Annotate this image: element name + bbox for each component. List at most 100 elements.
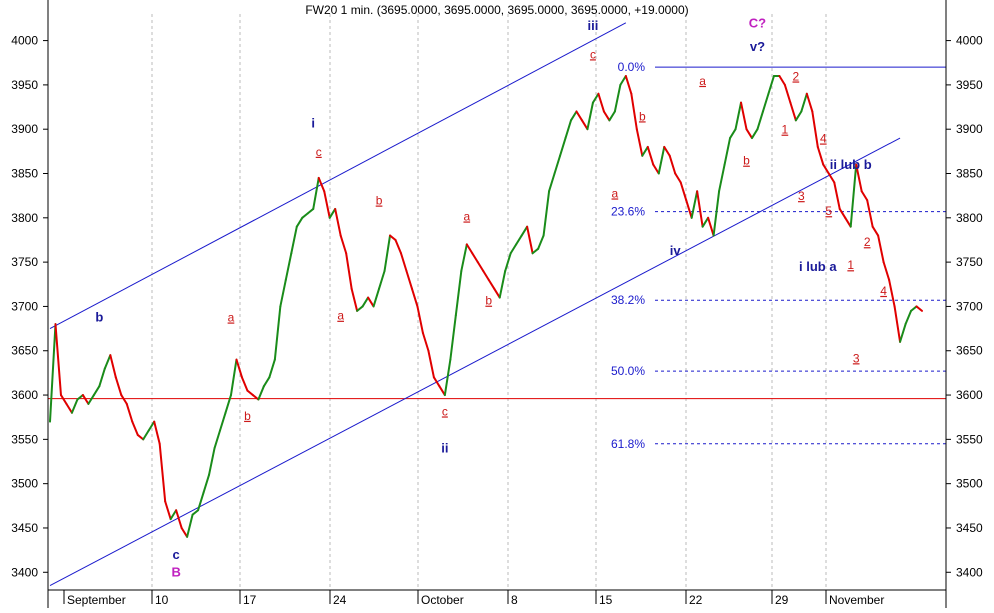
channel-line-0	[49, 22, 627, 330]
y-tick-label-right-0: 3400	[956, 565, 983, 579]
price-segment-21	[158, 442, 167, 503]
price-segment-8	[87, 394, 95, 405]
y-tick-label-right-9: 3850	[956, 167, 983, 181]
price-segment-157	[904, 309, 913, 326]
price-segment-122	[712, 190, 721, 237]
y-tick-label-left-7: 3750	[11, 255, 38, 269]
price-segment-135	[783, 83, 792, 104]
chart-title: FW20 1 min. (3695.0000, 3695.0000, 3695.…	[305, 3, 688, 17]
y-tick-label-left-12: 4000	[11, 34, 38, 48]
price-segment-61	[378, 269, 386, 290]
x-tick-label-0: September	[67, 593, 126, 607]
wave-label-22: 1	[782, 123, 789, 137]
price-segment-140	[811, 110, 819, 148]
price-segment-22	[164, 500, 172, 521]
price-segment-67	[410, 287, 419, 308]
price-segment-126	[734, 101, 743, 131]
wave-label-29: 2	[864, 235, 871, 249]
price-segment-159	[915, 305, 923, 312]
price-segment-2	[54, 323, 62, 397]
price-segment-144	[833, 181, 841, 210]
price-segment-132	[767, 75, 775, 95]
price-segment-86	[515, 234, 523, 246]
y-tick-label-right-4: 3600	[956, 388, 983, 402]
y-tick-label-right-8: 3800	[956, 211, 983, 225]
fib-label-2: 38.2%	[611, 293, 645, 307]
price-segment-121	[707, 216, 715, 237]
price-segment-138	[800, 92, 808, 113]
price-segment-66	[405, 269, 413, 290]
price-segment-128	[745, 128, 753, 140]
wave-label-18: a	[699, 74, 706, 88]
y-tick-label-left-10: 3900	[11, 122, 38, 136]
price-segment-150	[866, 199, 874, 228]
price-segment-62	[383, 234, 392, 272]
price-segment-151	[871, 225, 880, 237]
price-segment-89	[531, 247, 540, 255]
price-segment-131	[761, 92, 770, 113]
price-segment-91	[542, 190, 551, 237]
price-segment-141	[816, 145, 825, 166]
price-segment-158	[910, 305, 918, 312]
wave-label-15: a	[612, 186, 619, 200]
x-tick-label-6: 15	[599, 593, 613, 607]
price-segment-106	[624, 75, 633, 95]
y-tick-label-left-4: 3600	[11, 388, 38, 402]
price-segment-75	[454, 269, 463, 317]
price-segment-38	[251, 394, 260, 401]
price-segment-63	[389, 234, 397, 241]
x-tick-label-2: 17	[243, 593, 257, 607]
price-segment-47	[301, 212, 309, 219]
price-segment-156	[899, 323, 907, 343]
price-segment-130	[756, 110, 764, 131]
y-tick-label-left-8: 3800	[11, 211, 38, 225]
price-segment-58	[361, 296, 370, 308]
price-segment-17	[136, 433, 145, 441]
price-segment-31	[213, 429, 222, 450]
x-tick-label-8: 29	[775, 593, 789, 607]
wave-label-32: 3	[853, 351, 860, 365]
price-segment-29	[202, 473, 211, 494]
wave-label-4: b	[244, 409, 251, 423]
price-segment-100	[591, 92, 600, 104]
wave-label-24: 4	[820, 131, 827, 145]
wave-label-12: b	[485, 294, 492, 308]
price-segment-92	[548, 172, 556, 193]
price-segment-4	[65, 402, 73, 414]
x-tick-label-7: 22	[689, 593, 703, 607]
price-segment-49	[312, 176, 320, 210]
price-segment-65	[399, 252, 408, 272]
wave-label-10: ii	[441, 441, 448, 456]
wave-label-27: 5	[825, 204, 832, 218]
wave-label-14: c	[590, 47, 596, 61]
price-segment-3	[59, 394, 68, 405]
fib-label-0: 0.0%	[618, 60, 646, 74]
price-segment-51	[323, 190, 331, 219]
price-segment-19	[147, 420, 156, 432]
price-segment-82	[493, 287, 501, 299]
x-tick-label-3: 24	[333, 593, 347, 607]
price-segment-23	[169, 509, 178, 521]
price-segment-102	[602, 110, 611, 122]
price-segment-81	[487, 278, 496, 290]
price-segment-124	[723, 137, 732, 166]
channel-lines-layer	[49, 22, 901, 587]
price-series-layer	[49, 75, 923, 538]
y-tick-label-left-1: 3450	[11, 521, 38, 535]
price-segment-77	[465, 243, 474, 255]
price-segment-99	[586, 101, 594, 131]
reference-lines-layer: 0.0% 23.6% 38.2% 50.0% 61.8%	[48, 60, 946, 451]
price-segment-73	[443, 358, 452, 397]
y-tick-label-right-1: 3450	[956, 521, 983, 535]
price-segment-147	[849, 163, 858, 228]
price-segment-123	[718, 163, 726, 193]
price-segment-55	[345, 252, 353, 290]
y-tick-label-left-2: 3500	[11, 477, 38, 491]
wave-label-31: 4	[880, 284, 887, 298]
wave-label-20: C?	[749, 15, 766, 30]
price-segment-27	[191, 509, 200, 516]
y-tick-label-right-3: 3550	[956, 432, 983, 446]
price-segment-71	[432, 376, 441, 388]
wave-label-30: 1	[847, 258, 854, 272]
